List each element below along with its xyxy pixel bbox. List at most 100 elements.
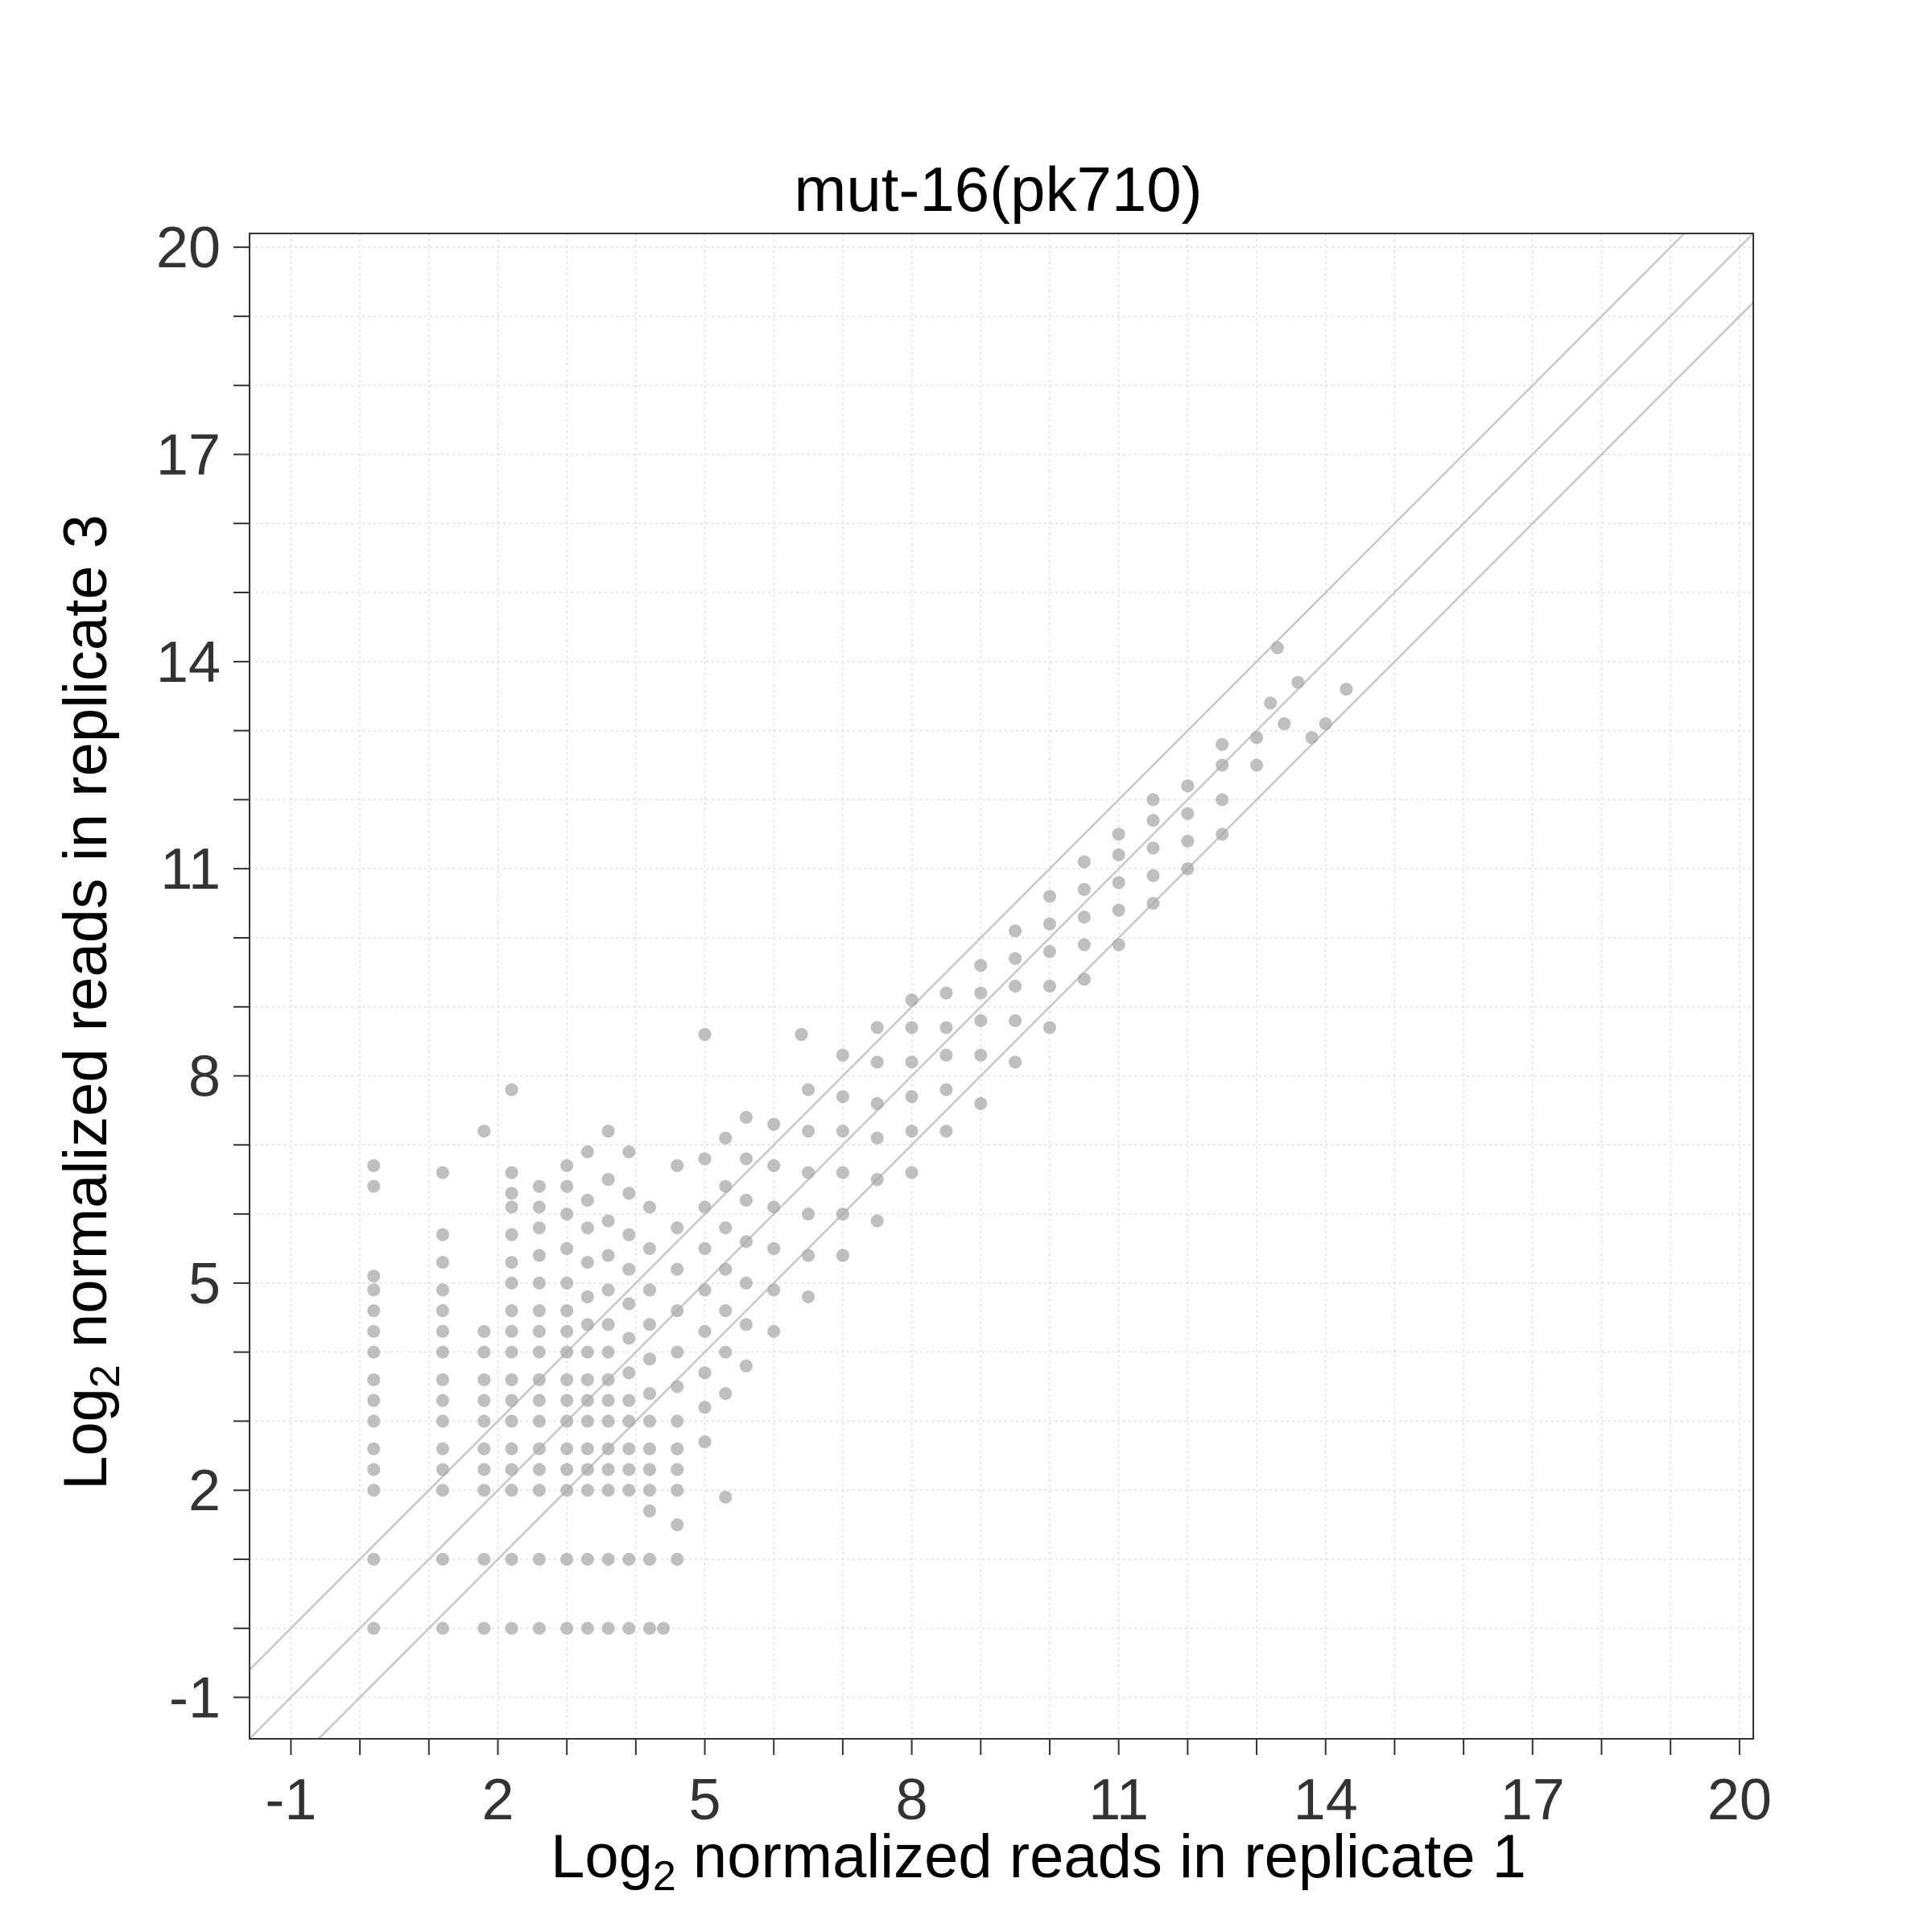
data-point <box>1077 855 1091 869</box>
data-point <box>767 1117 781 1131</box>
data-point <box>436 1484 449 1497</box>
data-point <box>532 1304 546 1318</box>
data-point <box>1077 938 1091 952</box>
y-axis-label: Log2 normalized reads in replicate 3 <box>52 514 129 1490</box>
data-point <box>739 1235 753 1249</box>
data-point <box>505 1304 518 1318</box>
data-point <box>560 1159 574 1173</box>
data-point <box>532 1373 546 1386</box>
data-point <box>1181 779 1195 793</box>
data-point <box>1278 717 1291 731</box>
data-point <box>719 1179 733 1193</box>
data-point <box>974 1013 988 1027</box>
data-point <box>1216 737 1229 751</box>
data-point <box>671 1414 684 1428</box>
reference-line <box>317 301 1754 1740</box>
data-point <box>367 1414 381 1428</box>
data-point <box>622 1414 636 1428</box>
data-point <box>505 1187 518 1200</box>
data-point <box>1146 814 1160 828</box>
data-point <box>698 1200 712 1214</box>
data-point <box>1146 869 1160 882</box>
data-point <box>477 1484 491 1497</box>
data-point <box>642 1552 656 1566</box>
data-point <box>642 1241 656 1255</box>
data-point <box>622 1366 636 1380</box>
data-point <box>1009 924 1022 938</box>
data-point <box>560 1621 574 1635</box>
data-point <box>1077 972 1091 986</box>
data-point <box>671 1304 684 1318</box>
data-point <box>1291 675 1305 689</box>
x-tick-label: 5 <box>689 1768 721 1832</box>
data-point <box>642 1283 656 1297</box>
data-point <box>1181 862 1195 876</box>
data-point <box>671 1552 684 1566</box>
data-point <box>642 1621 656 1635</box>
data-point <box>601 1414 615 1428</box>
data-point <box>505 1414 518 1428</box>
data-point <box>698 1366 712 1380</box>
data-point <box>580 1442 594 1455</box>
data-point <box>601 1373 615 1386</box>
data-point <box>436 1166 449 1179</box>
data-point <box>477 1442 491 1455</box>
data-point <box>974 1096 988 1110</box>
data-point <box>560 1276 574 1290</box>
data-point <box>601 1484 615 1497</box>
data-point <box>719 1490 733 1504</box>
data-point <box>1112 828 1125 841</box>
x-tick-label: 8 <box>896 1768 928 1832</box>
data-point <box>436 1373 449 1386</box>
x-tick-label: -1 <box>265 1768 316 1832</box>
data-point <box>367 1442 381 1455</box>
data-point <box>505 1256 518 1269</box>
data-point <box>1077 910 1091 924</box>
reference-line <box>249 233 1686 1671</box>
data-point <box>1340 683 1353 696</box>
data-point <box>601 1463 615 1476</box>
data-point <box>601 1318 615 1331</box>
data-point <box>532 1414 546 1428</box>
data-point <box>580 1256 594 1269</box>
data-point <box>905 1125 919 1138</box>
chart-title: mut-16(pk710) <box>794 154 1202 225</box>
data-point <box>802 1083 815 1096</box>
data-point <box>505 1442 518 1455</box>
data-point <box>622 1145 636 1158</box>
data-point <box>601 1442 615 1455</box>
data-point <box>560 1414 574 1428</box>
data-point <box>436 1552 449 1566</box>
data-point <box>1009 952 1022 965</box>
data-point <box>622 1463 636 1476</box>
data-point <box>739 1359 753 1373</box>
data-point <box>671 1484 684 1497</box>
data-point <box>532 1324 546 1338</box>
data-point <box>532 1221 546 1235</box>
data-point <box>505 1393 518 1407</box>
data-point <box>671 1345 684 1359</box>
data-point <box>974 986 988 1000</box>
data-point <box>436 1393 449 1407</box>
data-point <box>836 1249 849 1262</box>
data-point <box>505 1324 518 1338</box>
data-point <box>939 1021 953 1034</box>
data-point <box>1042 945 1056 959</box>
data-point <box>505 1373 518 1386</box>
data-point <box>642 1200 656 1214</box>
data-point <box>436 1442 449 1455</box>
data-point <box>698 1283 712 1297</box>
data-point <box>580 1145 594 1158</box>
data-point <box>719 1387 733 1401</box>
data-point <box>560 1208 574 1221</box>
data-point <box>1009 1055 1022 1069</box>
data-point <box>560 1241 574 1255</box>
data-point <box>532 1179 546 1193</box>
data-point <box>505 1621 518 1635</box>
data-point <box>477 1414 491 1428</box>
data-point <box>505 1276 518 1290</box>
data-point <box>642 1463 656 1476</box>
data-point <box>367 1373 381 1386</box>
data-point <box>802 1290 815 1304</box>
